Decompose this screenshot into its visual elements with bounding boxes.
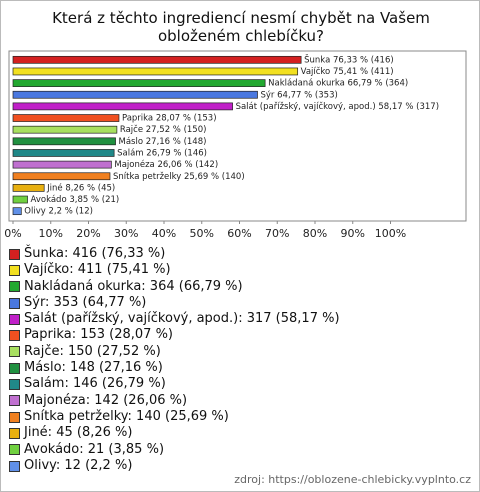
legend-item: Salám: 146 (26,79 %) xyxy=(9,376,340,392)
bar xyxy=(12,207,22,216)
legend-swatch xyxy=(9,297,20,309)
x-tick-label: 0% xyxy=(4,227,21,240)
legend-swatch xyxy=(9,264,20,276)
legend-label: Majonéza: 142 (26,06 %) xyxy=(24,392,188,408)
legend-item: Vajíčko: 411 (75,41 %) xyxy=(9,262,340,278)
bar xyxy=(12,102,233,111)
bar xyxy=(12,67,299,76)
bar xyxy=(12,184,45,192)
value-label: Salát (pařížský, vajíčkový, apod.) 58,17… xyxy=(236,101,439,112)
legend-label: Snítka petrželky: 140 (25,69 %) xyxy=(24,408,229,424)
legend-label: Rajče: 150 (27,52 %) xyxy=(24,343,161,359)
legend-swatch xyxy=(9,313,20,325)
legend-swatch xyxy=(9,281,20,293)
value-label: Šunka 76,33 % (416) xyxy=(304,53,394,65)
value-label: Salám 26,79 % (146) xyxy=(117,148,207,158)
legend-item: Rajče: 150 (27,52 %) xyxy=(9,344,340,360)
bar xyxy=(12,137,116,146)
value-label: Jiné 8,26 % (45) xyxy=(46,182,115,193)
legend-label: Salám: 146 (26,79 %) xyxy=(24,376,166,392)
legend-swatch xyxy=(9,330,20,342)
legend-item: Paprika: 153 (28,07 %) xyxy=(9,327,340,343)
legend-item: Máslo: 148 (27,16 %) xyxy=(9,360,340,376)
legend-item: Jiné: 45 (8,26 %) xyxy=(9,425,340,441)
chart-title: Která z těchto ingrediencí nesmí chybět … xyxy=(52,9,430,45)
legend-label: Avokádo: 21 (3,85 %) xyxy=(24,441,165,457)
legend-label: Paprika: 153 (28,07 %) xyxy=(24,327,173,343)
value-label: Snítka petrželky 25,69 % (140) xyxy=(113,172,245,182)
value-label: Sýr 64,77 % (353) xyxy=(261,90,338,100)
value-label: Paprika 28,07 % (153) xyxy=(122,114,217,124)
legend-swatch xyxy=(9,346,20,358)
value-label: Rajče 27,52 % (150) xyxy=(120,124,207,135)
legend-item: Olivy: 12 (2,2 %) xyxy=(9,458,340,474)
value-label: Máslo 27,16 % (148) xyxy=(119,137,207,147)
legend-item: Salát (pařížský, vajíčkový, apod.): 317 … xyxy=(9,311,340,327)
legend-label: Jiné: 45 (8,26 %) xyxy=(24,425,133,441)
legend: Šunka: 416 (76,33 %) Vajíčko: 411 (75,41 … xyxy=(9,246,340,474)
bar xyxy=(12,160,112,169)
legend-swatch xyxy=(9,395,20,407)
legend-swatch xyxy=(9,444,20,456)
x-tick-label: 70% xyxy=(265,227,289,240)
legend-label: Nakládaná okurka: 364 (66,79 %) xyxy=(24,278,243,294)
bar xyxy=(12,172,111,181)
x-tick-label: 10% xyxy=(39,227,63,240)
legend-item: Nakládaná okurka: 364 (66,79 %) xyxy=(9,279,340,295)
legend-label: Olivy: 12 (2,2 %) xyxy=(24,457,133,473)
bar xyxy=(12,90,258,99)
bar xyxy=(12,149,115,157)
legend-item: Snítka petrželky: 140 (25,69 %) xyxy=(9,409,340,425)
source: zdroj: https://oblozene-chlebicky.vyplnt… xyxy=(234,473,471,486)
x-tick-label: 60% xyxy=(227,227,251,240)
bar xyxy=(12,195,28,204)
bar xyxy=(12,55,302,64)
x-tick-label: 80% xyxy=(303,227,327,240)
value-label: Avokádo 3,85 % (21) xyxy=(31,195,120,205)
legend-swatch xyxy=(9,248,20,260)
bar xyxy=(12,125,118,134)
bar xyxy=(12,114,120,122)
x-tick-label: 50% xyxy=(190,227,214,240)
legend-label: Šunka: 416 (76,33 %) xyxy=(24,246,166,261)
chart: 0% 10% 20% 30% 40% 50% 60% 70% 80% 90% 100% Šunka 7… xyxy=(4,50,467,240)
x-tick-label: 30% xyxy=(114,227,138,240)
legend-item: Avokádo: 21 (3,85 %) xyxy=(9,442,340,458)
legend-item: Majonéza: 142 (26,06 %) xyxy=(9,393,340,409)
legend-swatch xyxy=(9,427,20,439)
x-tick-label: 90% xyxy=(341,227,365,240)
legend-swatch xyxy=(9,379,20,391)
x-tick-label: 100% xyxy=(375,227,406,240)
x-tick-label: 40% xyxy=(152,227,176,240)
plot-frame xyxy=(8,50,467,222)
bar xyxy=(12,79,266,87)
legend-item: Sýr: 353 (64,77 %) xyxy=(9,295,340,311)
legend-swatch xyxy=(9,362,20,374)
legend-label: Sýr: 353 (64,77 %) xyxy=(24,294,147,310)
legend-label: Vajíčko: 411 (75,41 %) xyxy=(24,262,171,278)
value-label: Nakládaná okurka 66,79 % (364) xyxy=(268,79,408,89)
x-tick-label: 20% xyxy=(76,227,100,240)
legend-item: Šunka: 416 (76,33 %) xyxy=(9,246,340,262)
value-label: Majonéza 26,06 % (142) xyxy=(114,159,218,170)
value-label: Vajíčko 75,41 % (411) xyxy=(301,66,394,77)
value-label: Olivy 2,2 % (12) xyxy=(24,207,93,217)
legend-swatch xyxy=(9,460,20,472)
legend-swatch xyxy=(9,411,20,423)
legend-label: Salát (pařížský, vajíčkový, apod.): 317 … xyxy=(24,311,340,327)
legend-label: Máslo: 148 (27,16 %) xyxy=(24,360,163,376)
